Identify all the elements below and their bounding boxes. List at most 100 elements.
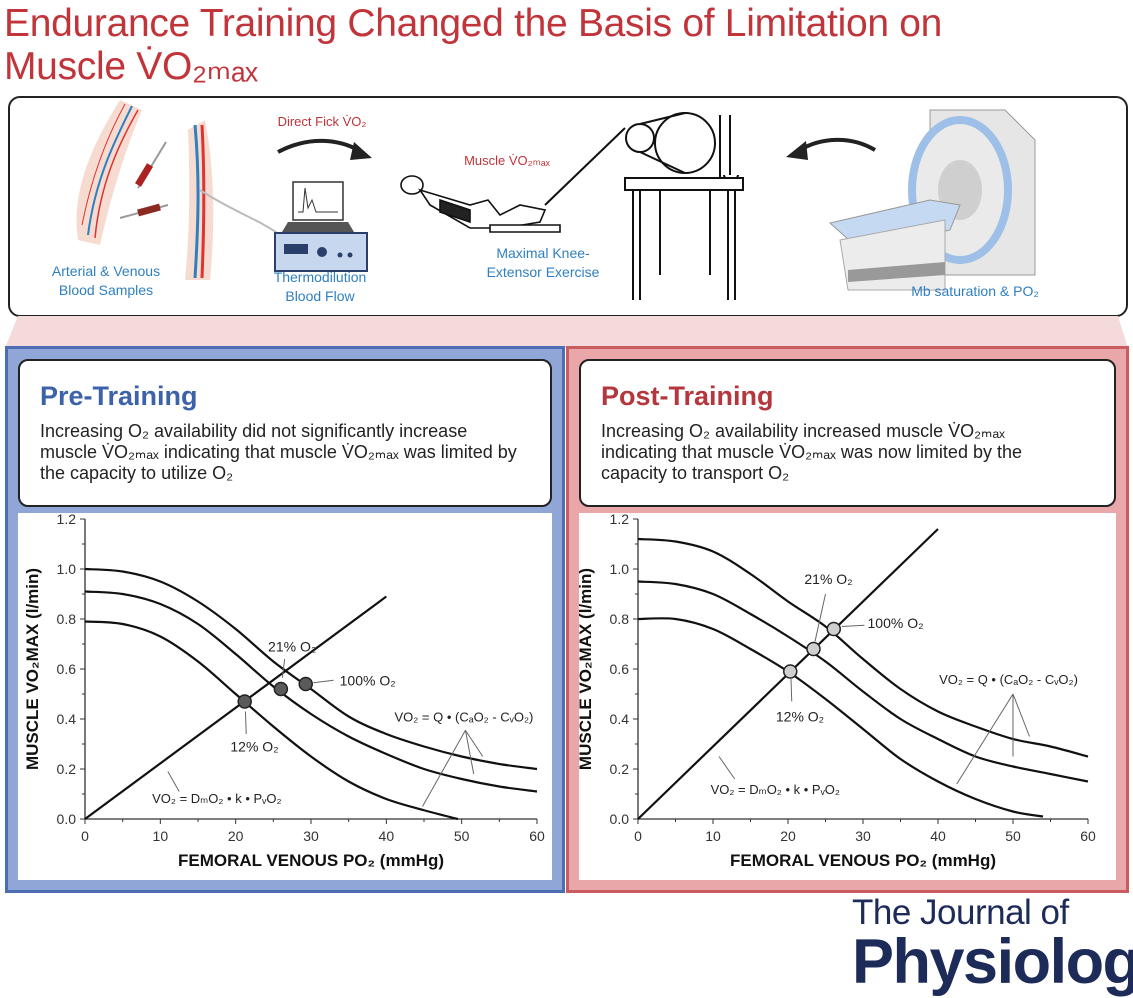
y-tick-label: 0.2 [57,761,77,777]
x-tick-label: 0 [81,828,89,844]
convection-eq-leader [422,730,466,807]
point-leader-line [814,593,826,642]
ergometer-icon [544,112,744,300]
convection-curve-2 [637,617,1044,818]
y-tick-label: 1.0 [57,561,77,577]
data-point [783,664,798,679]
convection-curve-0 [84,567,538,771]
x-tick-label: 20 [228,828,244,844]
pre-training-title: Pre-Training [40,381,198,411]
y-tick-label: 1.0 [610,561,630,577]
point-leader-line [841,624,865,627]
x-tick-label: 60 [1080,828,1096,844]
blood-samples-label-1: Arterial & Venous [52,263,160,279]
y-axis-label: MUSCLE VO₂MAX (l/min) [576,568,595,770]
x-tick-label: 50 [1005,828,1021,844]
diffusion-eq-leader [718,756,736,780]
convection-equation: VO₂ = Q • (CₐO₂ - CᵥO₂) [394,710,533,725]
x-axis-label: FEMORAL VENOUS PO₂ (mmHg) [178,851,444,870]
x-tick-label: 0 [634,828,642,844]
data-point [806,641,821,657]
convection-eq-leader [465,729,484,757]
x-tick-label: 10 [153,828,169,844]
x-tick-label: 40 [930,828,946,844]
x-tick-label: 10 [705,828,721,844]
x-axis-label: FEMORAL VENOUS PO₂ (mmHg) [730,851,996,870]
data-point [273,681,289,697]
blood-samples-label-2: Blood Samples [59,282,153,298]
syringe-icon [119,141,169,219]
x-tick-label: 60 [529,828,545,844]
y-tick-label: 0.8 [57,611,77,627]
knee-extensor-person-icon [400,175,561,233]
mri-scanner-icon [828,109,1036,291]
data-point [237,694,252,709]
muscle-vo2max-label: Muscle V̇O₂ₘₐₓ [464,153,551,168]
post-training-panel: Post-Training Increasing O₂ availability… [566,346,1129,893]
point-label: 21% O₂ [268,639,316,655]
y-tick-label: 0.2 [610,761,630,777]
convection-equation: VO₂ = Q • (CₐO₂ - CᵥO₂) [939,672,1078,687]
arrow-right-head [350,142,372,160]
y-tick-label: 1.2 [610,511,630,527]
x-tick-label: 30 [303,828,319,844]
convection-curve-1 [637,580,1089,783]
x-tick-label: 50 [454,828,470,844]
funnel-connector [5,316,1128,348]
convection-curve-1 [84,590,538,793]
exercise-label-1: Maximal Knee- [496,245,590,261]
y-axis-label: MUSCLE VO₂MAX (l/min) [23,568,42,770]
x-tick-label: 20 [780,828,796,844]
journal-logo-line2: Physiology [852,927,1133,997]
thermodilution-label-1: Thermodilution [274,269,367,285]
diffusion-equation: VO₂ = DₘO₂ • k • PᵥO₂ [152,791,281,806]
thermodilution-device-icon [274,181,368,272]
pre-training-text: Increasing O₂ availability did not signi… [40,421,517,483]
arrow-right-icon [277,138,359,154]
point-leader-line [313,679,334,684]
arm-vessels-illustration [76,100,281,280]
arrow-left-icon [798,137,877,152]
mri-label: Mb saturation & PO₂ [911,283,1039,299]
page-title-line2: Muscle V̇O₂ₘₐₓ [4,45,258,88]
convection-eq-leader [956,693,1014,785]
convection-eq-leader [1012,693,1030,737]
convection-curve-0 [637,537,1089,758]
point-label: 12% O₂ [776,709,824,725]
data-point [298,676,313,692]
pre-training-chart: 0 10 20 30 40 50 60 0.0 0.2 0.4 0.6 0.8 1.0 1.2 FEMORA… [23,511,545,870]
thermodilution-label-2: Blood Flow [285,288,355,304]
post-training-title: Post-Training [601,381,774,411]
data-point [826,621,841,637]
post-training-summary: Post-Training Increasing O₂ availability… [579,359,1116,507]
x-tick-label: 40 [379,828,395,844]
diffusion-equation: VO₂ = DₘO₂ • k • PᵥO₂ [711,782,840,797]
y-tick-label: 0.8 [610,611,630,627]
post-training-chart: 0 10 20 30 40 50 60 0.0 0.2 0.4 0.6 0.8 1.0 1.2 FEMORA… [576,511,1096,870]
y-tick-label: 0.4 [610,711,630,727]
pre-training-summary: Pre-Training Increasing O₂ availability … [18,359,552,507]
y-tick-label: 0.6 [610,661,630,677]
point-label: 100% O₂ [868,615,924,631]
convection-eq-leader [464,730,475,775]
diffusion-line [84,595,387,820]
point-leader-line [244,711,247,735]
x-tick-label: 30 [855,828,871,844]
y-tick-label: 1.2 [57,511,77,527]
exercise-label-2: Extensor Exercise [487,264,600,280]
post-training-text: Increasing O₂ availability increased mus… [601,421,1022,483]
arrow-left-head [786,141,808,160]
y-tick-label: 0.0 [57,811,77,827]
y-tick-label: 0.4 [57,711,77,727]
point-label: 100% O₂ [340,672,396,688]
y-tick-label: 0.0 [610,811,630,827]
journal-logo-line1: The Journal of [852,893,1069,932]
direct-fick-label: Direct Fick V̇O₂ [278,114,367,129]
point-label: 12% O₂ [230,739,278,755]
y-tick-label: 0.6 [57,661,77,677]
page-title-line1: Endurance Training Changed the Basis of … [4,2,943,45]
point-leader-line [790,678,793,702]
point-leader-line [281,658,286,678]
convection-curve-2 [84,620,459,821]
